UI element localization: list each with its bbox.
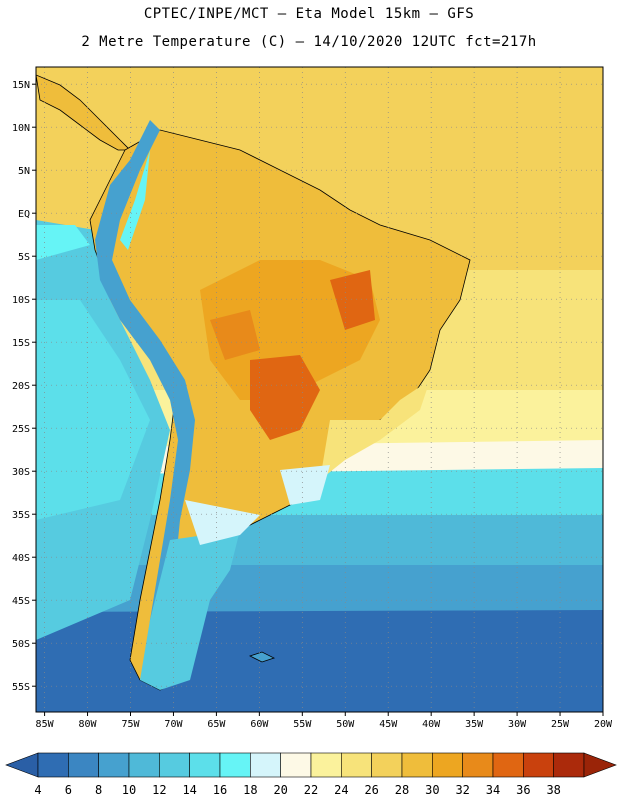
colorbar-label: 22 — [304, 783, 318, 797]
chart-subtitle: 2 Metre Temperature (C) – 14/10/2020 12U… — [81, 34, 537, 50]
colorbar-swatch — [159, 752, 190, 778]
colorbar-label: 18 — [243, 783, 257, 797]
lon-tick-label: 40W — [422, 719, 441, 730]
lat-tick-label: 40S — [12, 553, 30, 564]
lat-tick-label: 55S — [12, 682, 30, 693]
colorbar-swatch — [98, 752, 130, 778]
southeast-coast-region — [320, 380, 430, 480]
colorbar-label: 24 — [334, 783, 348, 797]
colorbar-swatch — [219, 752, 251, 778]
colorbar-swatch — [310, 752, 342, 778]
chart-title: CPTEC/INPE/MCT – Eta Model 15km – GFS — [143, 6, 475, 22]
colorbar-label: 4 — [34, 783, 41, 797]
colorbar-label: 36 — [516, 783, 530, 797]
lat-tick-label: 5S — [18, 252, 30, 263]
lon-axis: 85W 80W 75W 70W 65W 60W 55W 50W 45W 40W 35W 30W 25W 2… — [36, 712, 613, 730]
lon-tick-label: 20W — [594, 719, 613, 730]
colorbar-low-arrow — [5, 752, 39, 778]
lat-tick-label: EQ — [18, 209, 30, 220]
lon-tick-label: 60W — [250, 719, 269, 730]
lon-tick-label: 55W — [293, 719, 312, 730]
patagonia-region — [185, 500, 260, 545]
lat-tick-label: 50S — [12, 639, 30, 650]
map-frame — [35, 66, 604, 713]
colorbar-swatch — [432, 752, 463, 778]
colorbar-label: 12 — [152, 783, 166, 797]
colorbar-label: 28 — [395, 783, 409, 797]
lat-axis: 15N 10N 5N EQ 5S 10S 15S 20S 25S 30S 35S 40S 45S 50S 5… — [12, 80, 36, 693]
lat-tick-label: 25S — [12, 424, 30, 435]
central-america-land — [36, 74, 131, 151]
colorbar-swatch — [37, 752, 69, 778]
colorbar-label: 26 — [364, 783, 378, 797]
colorbar-swatch — [401, 752, 433, 778]
interior-hot-region — [210, 310, 260, 360]
colorbar-swatch — [189, 752, 221, 778]
lat-tick-label: 45S — [12, 596, 30, 607]
lon-tick-label: 75W — [121, 719, 140, 730]
lat-tick-label: 10N — [12, 123, 30, 134]
lon-tick-label: 50W — [336, 719, 355, 730]
lon-tick-label: 70W — [164, 719, 183, 730]
lat-tick-label: 35S — [12, 510, 30, 521]
colorbar: 4 6 8 10 12 14 16 18 20 22 24 26 28 30 32 34 36 38 — [5, 752, 617, 797]
colorbar-swatch — [553, 752, 585, 778]
colorbar-label: 20 — [273, 783, 287, 797]
lon-tick-label: 45W — [379, 719, 398, 730]
patagonia-region — [140, 530, 240, 690]
lat-tick-label: 15S — [12, 338, 30, 349]
colorbar-label: 6 — [65, 783, 72, 797]
uruguay-cool-region — [280, 465, 330, 505]
colorbar-label: 16 — [213, 783, 227, 797]
lon-tick-label: 85W — [36, 719, 55, 730]
colorbar-label: 10 — [122, 783, 136, 797]
colorbar-label: 14 — [182, 783, 196, 797]
interior-hottest-region — [330, 270, 375, 330]
pacific-cold-tongue — [36, 225, 90, 260]
lon-tick-label: 80W — [79, 719, 98, 730]
colorbar-label: 30 — [425, 783, 439, 797]
lat-tick-label: 20S — [12, 381, 30, 392]
lon-tick-label: 30W — [508, 719, 527, 730]
colorbar-label: 32 — [455, 783, 469, 797]
interior-hottest-region — [250, 355, 320, 440]
colorbar-label: 34 — [486, 783, 500, 797]
falkland-islands — [248, 651, 276, 663]
colorbar-swatch — [280, 752, 312, 778]
lon-tick-label: 35W — [465, 719, 484, 730]
colorbar-label: 8 — [95, 783, 102, 797]
colorbar-swatch — [250, 752, 281, 778]
lat-tick-label: 10S — [12, 295, 30, 306]
lat-tick-label: 5N — [18, 166, 30, 177]
andes-cold-region — [95, 120, 195, 670]
colorbar-high-arrow — [583, 752, 617, 778]
colorbar-swatch — [128, 752, 160, 778]
colorbar-swatch — [371, 752, 403, 778]
colorbar-swatch — [462, 752, 494, 778]
colorbar-swatch — [68, 752, 99, 778]
colorbar-label: 38 — [546, 783, 560, 797]
pacific-cold-tongue — [36, 300, 150, 520]
lon-tick-label: 25W — [551, 719, 570, 730]
lon-tick-label: 65W — [207, 719, 226, 730]
colorbar-swatch — [523, 752, 554, 778]
andes-cold-region — [120, 150, 150, 250]
colorbar-swatch — [492, 752, 524, 778]
lat-tick-label: 30S — [12, 467, 30, 478]
ocean-band — [36, 610, 603, 712]
lat-tick-label: 15N — [12, 80, 30, 91]
colorbar-swatch — [341, 752, 372, 778]
